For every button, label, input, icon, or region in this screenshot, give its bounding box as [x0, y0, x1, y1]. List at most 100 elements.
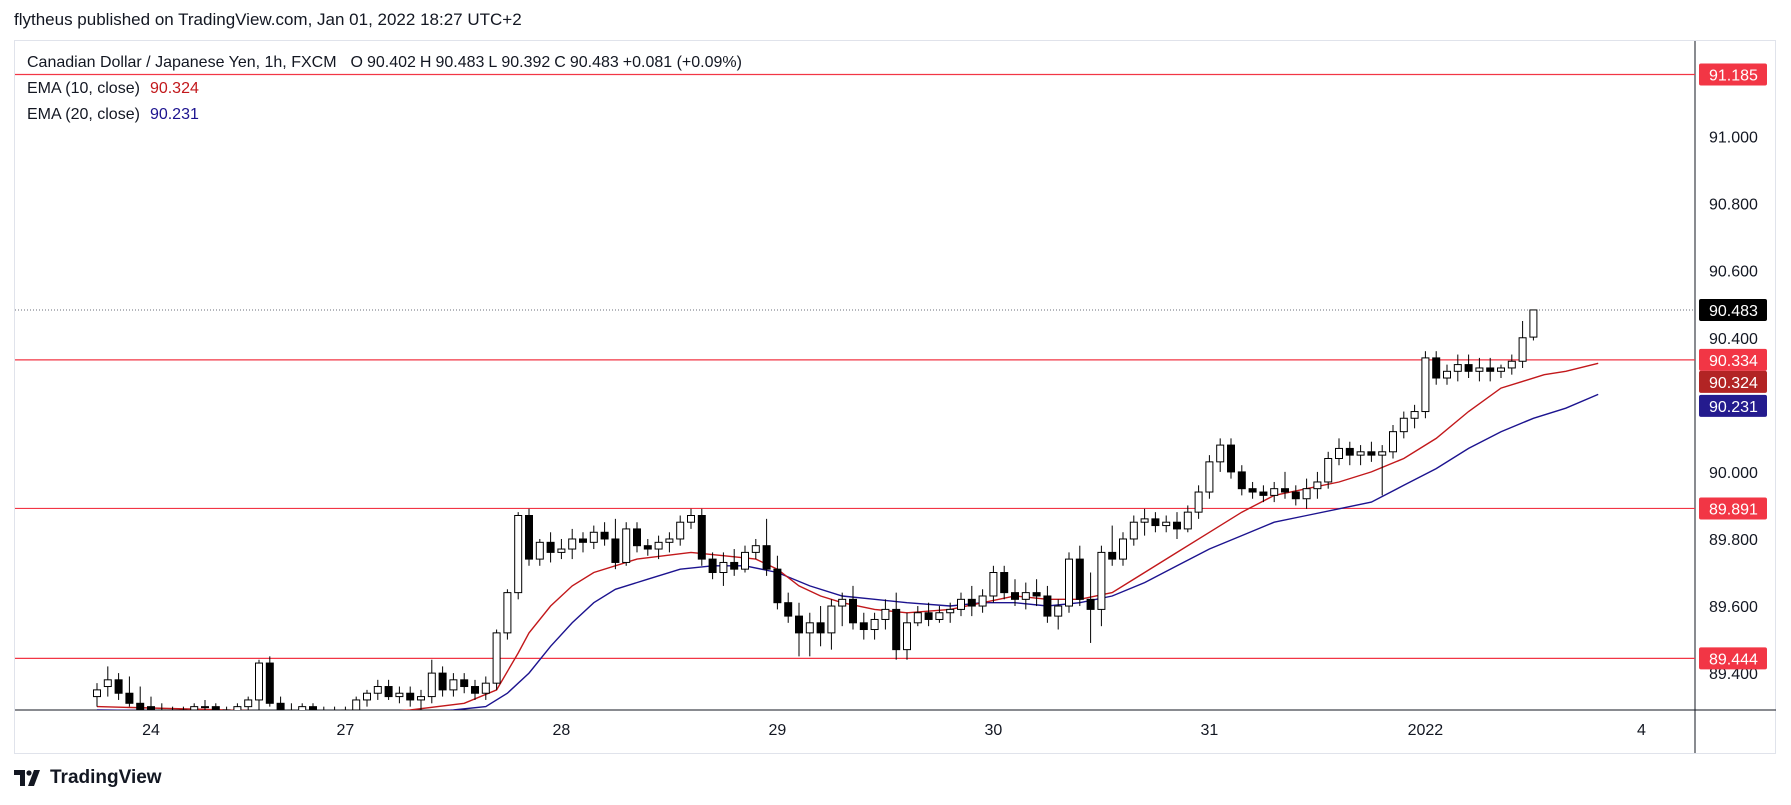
candle-up[interactable]	[427, 672, 436, 698]
ema10-legend[interactable]: EMA (10, close) 90.324	[27, 80, 203, 98]
candle-up[interactable]	[244, 699, 253, 708]
candle-down[interactable]	[1086, 598, 1095, 610]
candle-up[interactable]	[1313, 481, 1322, 490]
candle-up[interactable]	[870, 618, 879, 631]
candle-up[interactable]	[1216, 444, 1225, 463]
candle-up[interactable]	[1410, 411, 1419, 419]
candle-down[interactable]	[406, 692, 415, 701]
candle-up[interactable]	[503, 592, 512, 634]
candle-down[interactable]	[157, 709, 166, 717]
candle-down[interactable]	[460, 679, 469, 688]
candle-up[interactable]	[352, 699, 361, 710]
candle-up[interactable]	[665, 538, 674, 543]
candle-up[interactable]	[589, 531, 598, 543]
candle-up[interactable]	[751, 545, 760, 553]
candle-up[interactable]	[1054, 605, 1063, 617]
candle-down[interactable]	[222, 709, 231, 713]
candle-up[interactable]	[255, 662, 263, 701]
candle-up[interactable]	[1162, 521, 1171, 527]
candle-up[interactable]	[1389, 431, 1397, 453]
candle-up[interactable]	[93, 689, 101, 698]
candle-down[interactable]	[643, 545, 652, 550]
candle-up[interactable]	[1324, 457, 1333, 483]
ema20-line[interactable]	[97, 393, 1599, 713]
candle-up[interactable]	[1270, 488, 1279, 496]
candle-up[interactable]	[935, 612, 944, 620]
ema20-legend[interactable]: EMA (20, close) 90.231	[27, 106, 203, 124]
candle-up[interactable]	[568, 538, 577, 550]
candle-down[interactable]	[1173, 521, 1181, 530]
candle-up[interactable]	[1529, 309, 1538, 338]
candle-down[interactable]	[1367, 451, 1376, 456]
candle-down[interactable]	[114, 679, 123, 694]
candle-up[interactable]	[190, 706, 199, 710]
candle-up[interactable]	[514, 515, 523, 594]
candle-down[interactable]	[525, 515, 533, 560]
candle-up[interactable]	[373, 686, 382, 694]
candle-up[interactable]	[1183, 511, 1192, 530]
candle-down[interactable]	[125, 692, 134, 704]
candle-up[interactable]	[201, 706, 209, 709]
candle-up[interactable]	[989, 572, 998, 597]
candle-up[interactable]	[622, 528, 631, 563]
candle-down[interactable]	[730, 561, 739, 570]
candle-up[interactable]	[1021, 592, 1030, 600]
candle-down[interactable]	[546, 541, 555, 553]
candle-up[interactable]	[1097, 551, 1106, 610]
candle-up[interactable]	[1194, 491, 1203, 513]
candle-up[interactable]	[805, 622, 814, 634]
candle-up[interactable]	[903, 622, 911, 651]
candle-up[interactable]	[169, 713, 176, 714]
candle-up[interactable]	[417, 696, 425, 701]
candle-up[interactable]	[331, 713, 338, 714]
ema10-line[interactable]	[96, 362, 1599, 713]
candle-down[interactable]	[1032, 592, 1041, 597]
candle-up[interactable]	[233, 706, 242, 714]
candle-up[interactable]	[1518, 337, 1527, 362]
tradingview-brand[interactable]: TradingView	[14, 767, 162, 789]
candle-down[interactable]	[1248, 488, 1257, 493]
candle-up[interactable]	[741, 551, 749, 570]
candle-down[interactable]	[795, 615, 803, 634]
candle-up[interactable]	[1399, 417, 1408, 433]
candle-up[interactable]	[298, 706, 307, 717]
candle-down[interactable]	[287, 709, 296, 717]
candle-up[interactable]	[881, 608, 890, 620]
candle-down[interactable]	[1075, 558, 1084, 600]
candle-down[interactable]	[924, 612, 933, 620]
candle-up[interactable]	[341, 709, 350, 713]
candle-down[interactable]	[1000, 572, 1009, 594]
candle-up[interactable]	[1443, 370, 1451, 379]
candle-down[interactable]	[438, 672, 447, 691]
candle-up[interactable]	[320, 713, 327, 716]
candle-up[interactable]	[1205, 461, 1214, 493]
candle-down[interactable]	[1432, 357, 1441, 379]
candle-up[interactable]	[978, 595, 987, 607]
candle-up[interactable]	[1475, 367, 1484, 372]
candle-up[interactable]	[1065, 558, 1073, 607]
candle-up[interactable]	[1507, 360, 1516, 369]
candle-up[interactable]	[676, 521, 685, 540]
symbol-title[interactable]: Canadian Dollar / Japanese Yen, 1h, FXCM	[27, 54, 337, 71]
candle-up[interactable]	[1129, 521, 1138, 540]
candle-up[interactable]	[557, 548, 566, 553]
candle-up[interactable]	[838, 598, 847, 607]
candle-down[interactable]	[816, 622, 825, 634]
candle-down[interactable]	[1259, 491, 1268, 496]
candle-up[interactable]	[1356, 451, 1365, 456]
candle-down[interactable]	[1281, 488, 1289, 493]
candle-down[interactable]	[1345, 447, 1354, 456]
candle-down[interactable]	[1108, 551, 1117, 560]
candle-up[interactable]	[1378, 451, 1387, 456]
candle-down[interactable]	[859, 622, 868, 631]
candle-down[interactable]	[1464, 364, 1473, 372]
candle-up[interactable]	[957, 598, 965, 610]
candle-up[interactable]	[492, 632, 501, 684]
candle-up[interactable]	[1140, 518, 1149, 523]
candle-up[interactable]	[449, 679, 458, 691]
candle-down[interactable]	[1011, 592, 1019, 600]
candle-down[interactable]	[265, 662, 274, 704]
candle-down[interactable]	[1237, 471, 1246, 490]
candle-up[interactable]	[1421, 357, 1430, 413]
